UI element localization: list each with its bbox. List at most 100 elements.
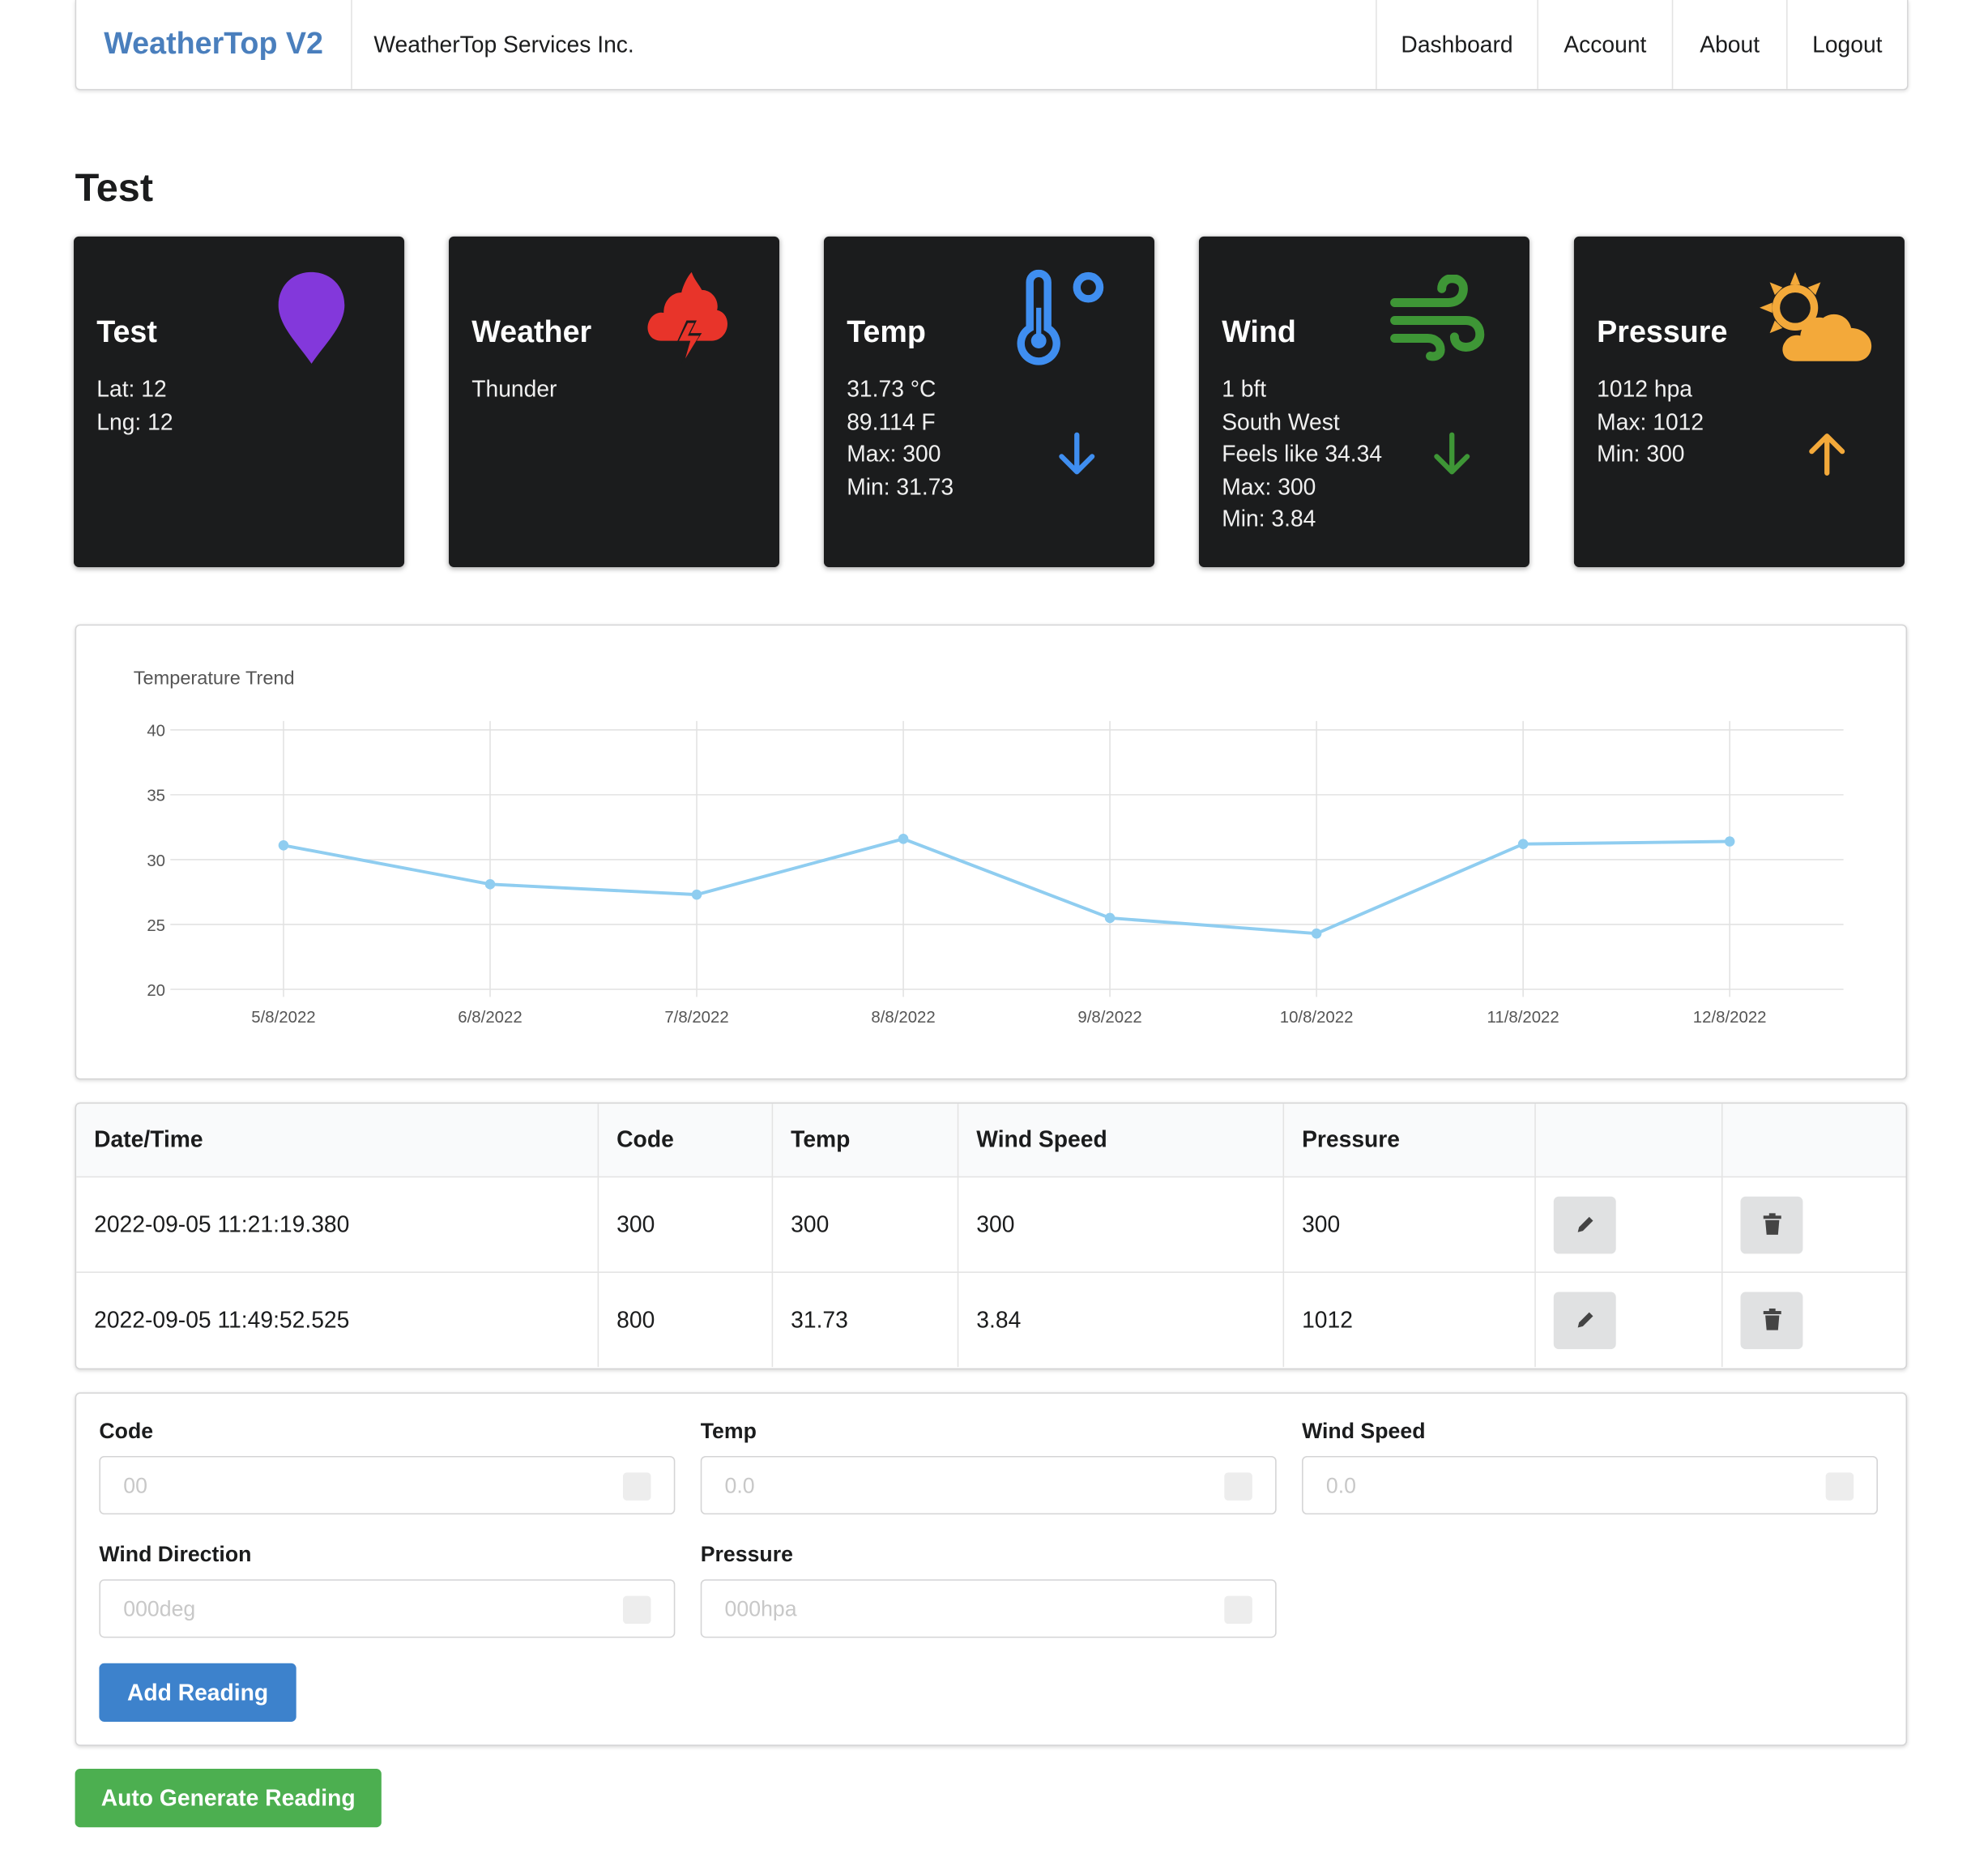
wind-direction-input[interactable]: 000deg [99, 1579, 676, 1638]
brand-logo[interactable]: WeatherTop V2 [76, 0, 352, 89]
data-point [484, 879, 496, 890]
nav-account[interactable]: Account [1537, 0, 1671, 89]
code-label: Code [99, 1419, 154, 1444]
y-tick-label: 30 [147, 852, 165, 870]
nav-dashboard[interactable]: Dashboard [1376, 0, 1537, 89]
code-input[interactable]: 00 [99, 1455, 676, 1515]
station-card-lines: Lat: 12 Lng: 12 [96, 374, 173, 438]
cell-delete [1721, 1176, 1906, 1273]
wind-card-lines: 1 bft South West Feels like 34.34 Max: 3… [1222, 374, 1382, 536]
temperature-chart: Temperature Trend 40 35 30 25 20 5/8/2022 6/8… [134, 667, 1844, 1027]
temp-card: Temp 31.73 °C 89.114 F Max: 300 Min: 31.… [823, 236, 1155, 567]
station-card: Test Lat: 12 Lng: 12 [74, 236, 405, 567]
chart-grid [170, 720, 1844, 997]
chart-panel: Temperature Trend 40 35 30 25 20 5/8/2022 6/8… [75, 624, 1908, 1080]
wind-speed-input[interactable]: 0.0 [1302, 1455, 1879, 1515]
temp-label: Temp [700, 1419, 757, 1444]
pencil-icon [1576, 1312, 1593, 1328]
code-stepper[interactable] [623, 1472, 651, 1501]
readings-table: Date/Time Code Temp Wind Speed Pressure … [75, 1102, 1908, 1370]
header-delete [1721, 1104, 1906, 1178]
table-row: 2022-09-05 11:49:52.525 800 31.73 3.84 1… [76, 1272, 1906, 1368]
wind-speed-label: Wind Speed [1302, 1419, 1426, 1444]
wind-speed-stepper[interactable] [1825, 1472, 1854, 1501]
weather-card-title: Weather [471, 315, 592, 350]
data-point [898, 834, 909, 844]
temp-card-lines: 31.73 °C 89.114 F Max: 300 Min: 31.73 [847, 374, 953, 504]
nav-logout[interactable]: Logout [1786, 0, 1907, 89]
data-point [1724, 836, 1735, 847]
arrow-up-icon [1809, 433, 1845, 476]
data-point [691, 889, 702, 900]
header-wind-speed: Wind Speed [958, 1104, 1285, 1178]
temp-stepper[interactable] [1224, 1472, 1252, 1501]
header-temp: Temp [772, 1104, 959, 1178]
x-tick-label: 9/8/2022 [1077, 1009, 1141, 1027]
wind-direction-label: Wind Direction [99, 1542, 252, 1567]
x-tick-label: 12/8/2022 [1693, 1009, 1767, 1027]
delete-button[interactable] [1740, 1196, 1803, 1253]
cell-temp: 31.73 [772, 1272, 959, 1368]
pressure-placeholder: 000hpa [724, 1597, 797, 1621]
y-tick-label: 25 [147, 917, 165, 935]
chart-title: Temperature Trend [134, 667, 295, 688]
x-tick-label: 7/8/2022 [664, 1009, 728, 1027]
map-pin-icon [278, 271, 345, 364]
edit-button[interactable] [1553, 1291, 1616, 1349]
arrow-down-icon [1059, 432, 1095, 475]
x-tick-label: 5/8/2022 [251, 1009, 315, 1027]
header-pressure: Pressure [1283, 1104, 1536, 1178]
cell-pressure: 300 [1283, 1176, 1536, 1273]
cell-edit [1535, 1176, 1723, 1273]
cell-delete [1722, 1272, 1906, 1367]
cell-datetime: 2022-09-05 11:49:52.525 [76, 1272, 599, 1368]
cell-temp: 300 [772, 1176, 959, 1273]
table-row: 2022-09-05 11:21:19.380 300 300 300 300 [76, 1176, 1906, 1273]
chart-points [278, 834, 1735, 939]
pressure-max: Max: 1012 [1597, 408, 1704, 435]
wind-card: Wind 1 bft South West Feels like 34.34 M… [1198, 236, 1529, 567]
wind-beaufort: 1 bft [1222, 376, 1267, 402]
x-tick-label: 11/8/2022 [1487, 1009, 1559, 1027]
pressure-value: 1012 hpa [1597, 376, 1692, 402]
pressure-min: Min: 300 [1597, 441, 1685, 468]
trash-icon [1762, 1308, 1781, 1330]
wind-min: Min: 3.84 [1222, 506, 1316, 532]
trash-icon [1762, 1213, 1781, 1235]
pressure-stepper[interactable] [1224, 1595, 1252, 1625]
auto-generate-button[interactable]: Auto Generate Reading [75, 1769, 382, 1828]
y-tick-label: 40 [147, 723, 165, 741]
cell-datetime: 2022-09-05 11:21:19.380 [76, 1176, 599, 1273]
pencil-icon [1576, 1216, 1593, 1232]
cell-code: 300 [598, 1176, 774, 1273]
data-point [1311, 928, 1322, 939]
weather-card: Weather Thunder [448, 236, 780, 567]
station-lng: Lng: 12 [96, 408, 173, 435]
wind-direction-stepper[interactable] [623, 1595, 651, 1625]
temp-input[interactable]: 0.0 [700, 1455, 1277, 1515]
wind-feels-like: Feels like 34.34 [1222, 441, 1383, 468]
wind-direction: South West [1222, 408, 1340, 435]
temp-min: Min: 31.73 [847, 474, 954, 500]
header-code: Code [598, 1104, 774, 1178]
wind-direction-placeholder: 000deg [123, 1597, 196, 1621]
edit-button[interactable] [1553, 1196, 1616, 1253]
header-datetime: Date/Time [76, 1104, 599, 1178]
wind-icon [1390, 274, 1485, 361]
station-card-title: Test [96, 315, 157, 350]
pressure-card-lines: 1012 hpa Max: 1012 Min: 300 [1597, 374, 1704, 472]
cell-code: 800 [598, 1272, 774, 1368]
code-placeholder: 00 [123, 1473, 147, 1498]
temp-max: Max: 300 [847, 441, 941, 468]
chart-y-ticks: 40 35 30 25 20 [147, 723, 165, 1000]
pressure-label: Pressure [700, 1542, 793, 1567]
wind-card-title: Wind [1222, 315, 1296, 350]
add-reading-button[interactable]: Add Reading [99, 1663, 296, 1722]
y-tick-label: 35 [147, 788, 165, 805]
top-nav: WeatherTop V2 WeatherTop Services Inc. D… [75, 0, 1909, 91]
nav-about[interactable]: About [1671, 0, 1786, 89]
pressure-input[interactable]: 000hpa [700, 1579, 1277, 1638]
cell-pressure: 1012 [1283, 1272, 1536, 1368]
delete-button[interactable] [1740, 1291, 1803, 1349]
pressure-card-title: Pressure [1597, 315, 1728, 350]
